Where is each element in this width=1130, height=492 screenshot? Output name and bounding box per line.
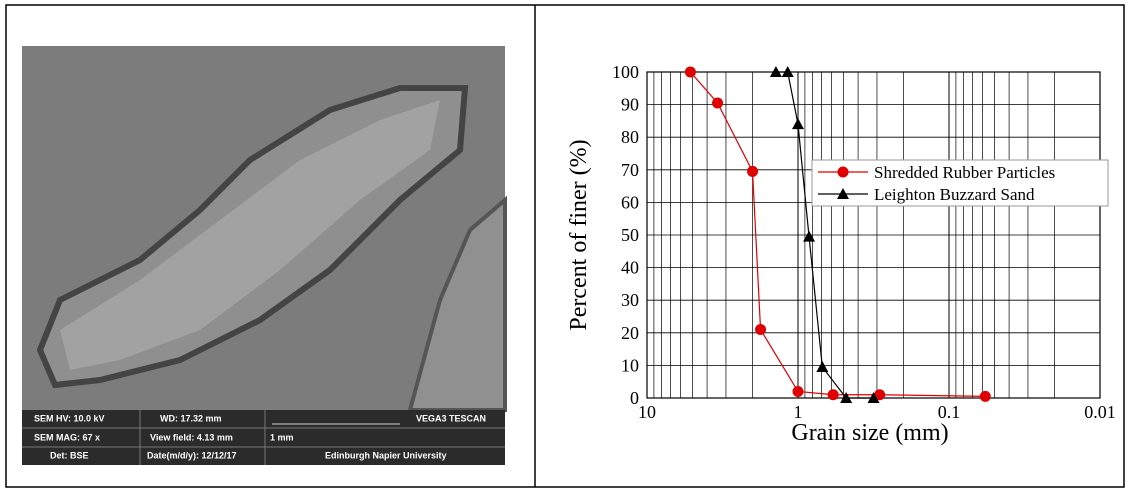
x-tick-label: 1 — [794, 402, 803, 422]
y-tick-label: 40 — [621, 258, 639, 278]
y-tick-label: 10 — [621, 355, 639, 375]
figure: SEM HV: 10.0 kV WD: 17.32 mm VEGA3 TESCA… — [0, 0, 1130, 492]
legend-marker — [838, 167, 849, 178]
series-line — [690, 72, 985, 396]
marker — [792, 118, 804, 129]
marker — [816, 361, 828, 372]
y-tick-label: 50 — [621, 225, 639, 245]
sem-image: SEM HV: 10.0 kV WD: 17.32 mm VEGA3 TESCA… — [22, 46, 505, 465]
sem-info: VEGA3 TESCAN — [416, 413, 486, 423]
y-tick-label: 30 — [621, 290, 639, 310]
legend-label: Leighton Buzzard Sand — [874, 185, 1035, 204]
sem-info: 1 mm — [270, 432, 294, 442]
x-tick-label: 0.01 — [1084, 402, 1116, 422]
marker — [793, 386, 804, 397]
marker — [747, 166, 758, 177]
sem-info: View field: 4.13 mm — [150, 432, 233, 442]
sem-info: SEM MAG: 67 x — [34, 432, 100, 442]
y-tick-label: 90 — [621, 95, 639, 115]
marker — [828, 389, 839, 400]
x-tick-label: 10 — [638, 402, 656, 422]
sem-info: Edinburgh Napier University — [325, 450, 447, 460]
marker — [712, 97, 723, 108]
marker — [685, 67, 696, 78]
marker — [980, 391, 991, 402]
sem-info: Date(m/d/y): 12/12/17 — [147, 450, 237, 460]
y-tick-label: 20 — [621, 323, 639, 343]
sem-info: Det: BSE — [50, 450, 89, 460]
sem-info: SEM HV: 10.0 kV — [34, 413, 105, 423]
x-tick-label: 0.1 — [938, 402, 961, 422]
y-tick-label: 80 — [621, 127, 639, 147]
y-tick-label: 60 — [621, 192, 639, 212]
x-axis-title: Grain size (mm) — [791, 420, 948, 446]
sem-info: WD: 17.32 mm — [160, 413, 222, 423]
y-tick-label: 70 — [621, 160, 639, 180]
y-axis-title: Percent of finer (%) — [566, 139, 592, 330]
legend-label: Shredded Rubber Particles — [874, 163, 1055, 182]
marker — [755, 324, 766, 335]
y-tick-label: 100 — [612, 62, 639, 82]
